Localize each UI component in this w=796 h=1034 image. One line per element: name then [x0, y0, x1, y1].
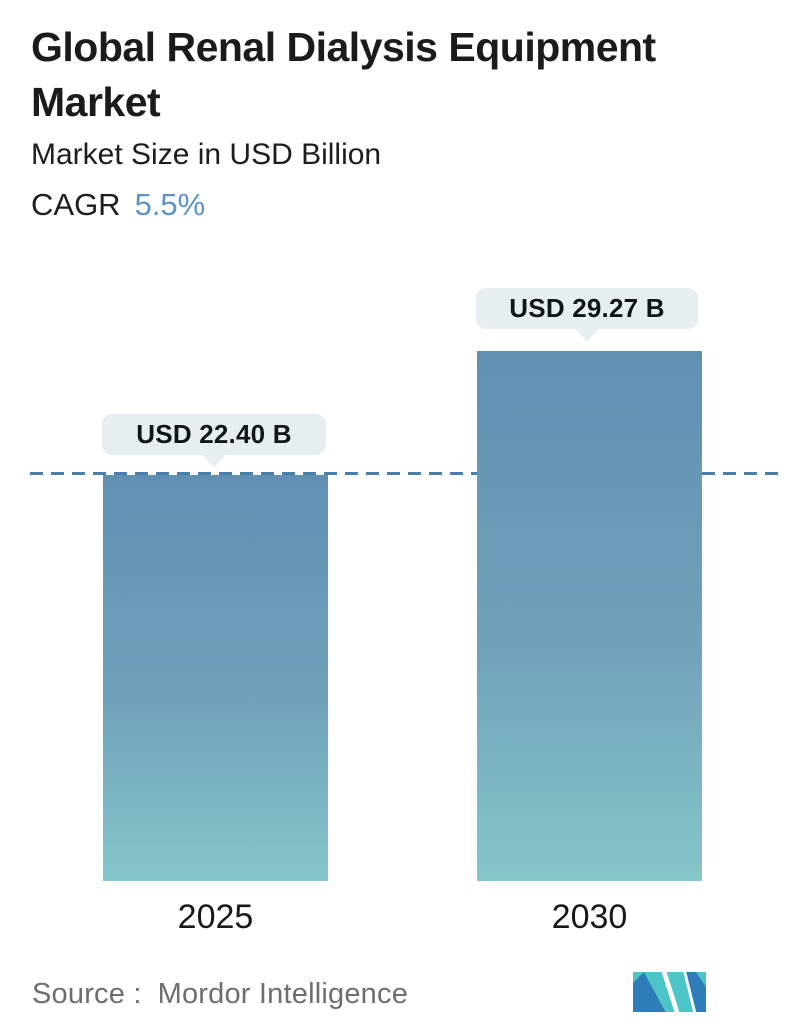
cagr-label: CAGR	[31, 187, 121, 222]
page-title: Global Renal Dialysis Equipment Market	[31, 20, 731, 130]
axis-label-2025: 2025	[177, 898, 254, 936]
source-label: Source :	[32, 978, 142, 1010]
value-label-2030: USD 29.27 B	[509, 293, 665, 323]
bar-2025	[103, 475, 328, 881]
chart-subtitle: Market Size in USD Billion	[31, 138, 382, 171]
bar-2030	[477, 351, 702, 881]
page-title-line2: Market	[31, 79, 161, 125]
value-tooltip-2025: USD 22.40 B	[102, 414, 326, 455]
source-attribution: Source : Mordor Intelligence	[32, 978, 408, 1011]
logo-teal-band-right	[666, 972, 694, 1012]
value-tooltip-2030: USD 29.27 B	[476, 288, 698, 329]
cagr-value: 5.5%	[134, 187, 206, 222]
source-value: Mordor Intelligence	[157, 978, 409, 1010]
logo-blue-shape-left	[633, 972, 666, 1012]
page-title-line1: Global Renal Dialysis Equipment	[31, 24, 656, 70]
value-label-2025: USD 22.40 B	[136, 419, 292, 449]
mordor-intelligence-logo	[633, 972, 706, 1012]
axis-label-2030: 2030	[551, 898, 628, 936]
cagr-row: CAGR 5.5%	[31, 187, 205, 223]
logo-blue-shape-right	[686, 972, 706, 1012]
reference-dashed-line	[30, 472, 778, 475]
